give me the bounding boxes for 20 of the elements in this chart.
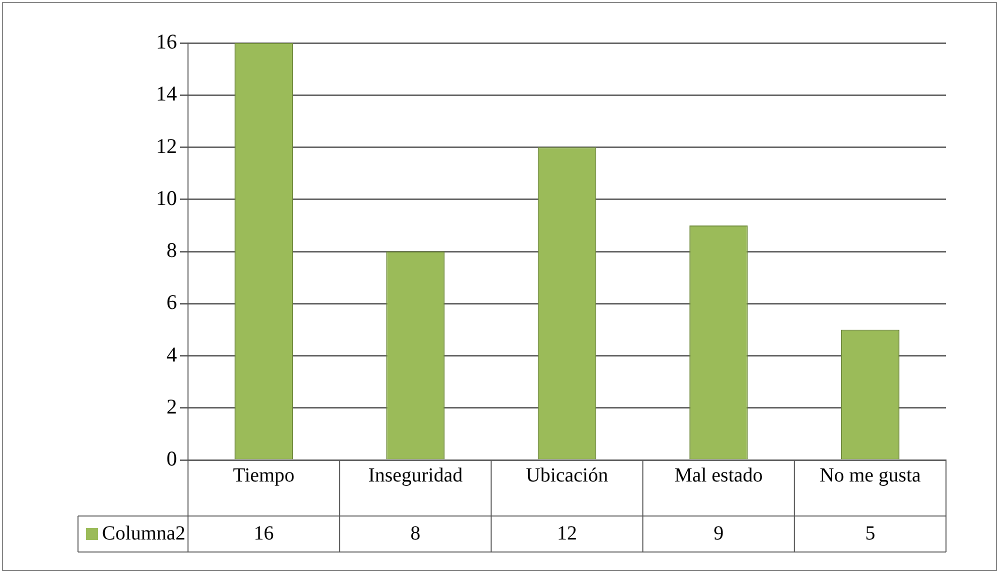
y-tick-label: 6 [166,290,177,314]
y-tick-label: 12 [156,134,177,158]
y-tick-label: 10 [156,186,177,210]
y-tick-label: 16 [156,30,177,54]
x-tick-label: Mal estado [674,464,763,486]
data-label: 12 [557,522,577,544]
data-label: 16 [254,522,274,544]
x-tick-label: Tiempo [233,464,295,486]
data-label: 9 [714,522,724,544]
data-label: 8 [410,522,420,544]
y-tick-label: 14 [156,82,178,106]
x-tick-label: No me gusta [820,464,921,486]
x-tick-label: Ubicación [526,464,608,486]
y-tick-label: 2 [166,394,177,418]
y-tick-label: 0 [166,446,177,471]
y-tick-label: 8 [166,238,177,262]
y-tick-label: 4 [166,342,178,366]
x-tick-label: Inseguridad [368,464,463,486]
data-label: 5 [865,522,876,544]
legend-label: Columna2 [102,522,186,544]
